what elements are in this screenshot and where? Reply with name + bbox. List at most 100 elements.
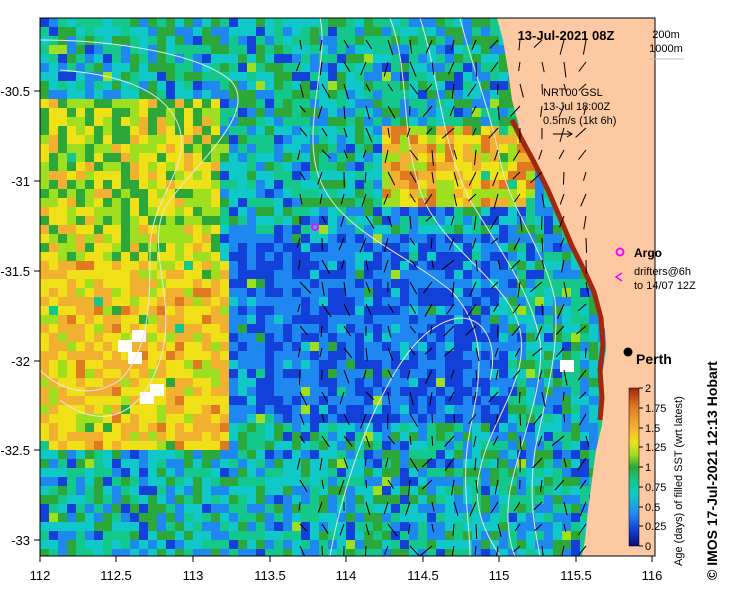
sst-age-cell	[130, 396, 139, 405]
sst-age-cell	[112, 36, 121, 45]
sst-age-cell	[337, 441, 346, 450]
current-vector	[450, 369, 455, 379]
sst-age-cell	[526, 342, 535, 351]
sst-age-cell	[373, 396, 382, 405]
current-vector	[425, 215, 433, 222]
sst-age-cell	[409, 486, 418, 495]
sst-age-cell	[346, 18, 355, 27]
sst-age-cell	[247, 45, 256, 54]
sst-age-cell	[418, 108, 427, 117]
sst-age-cell	[580, 324, 589, 333]
sst-age-cell	[346, 243, 355, 252]
sst-age-cell	[121, 45, 130, 54]
sst-age-cell	[121, 216, 130, 225]
sst-age-cell	[436, 378, 445, 387]
current-vector	[513, 193, 521, 203]
sst-age-cell	[463, 405, 472, 414]
sst-age-cell	[121, 189, 130, 198]
sst-age-cell	[310, 18, 319, 27]
sst-age-cell	[310, 414, 319, 423]
sst-age-cell	[220, 513, 229, 522]
sst-age-cell	[409, 144, 418, 153]
sst-age-cell	[166, 468, 175, 477]
current-vector	[533, 413, 543, 425]
sst-age-cell	[490, 180, 499, 189]
sst-age-cell	[319, 531, 328, 540]
sst-age-cell	[400, 126, 409, 135]
sst-age-cell	[463, 531, 472, 540]
x-tick-label: 112.5	[100, 568, 132, 583]
sst-age-cell	[418, 504, 427, 513]
sst-age-cell	[85, 360, 94, 369]
sst-age-cell	[319, 297, 328, 306]
sst-age-cell	[463, 153, 472, 162]
sst-age-cell	[328, 504, 337, 513]
sst-age-cell	[400, 225, 409, 234]
sst-age-cell	[58, 270, 67, 279]
sst-age-cell	[94, 189, 103, 198]
sst-age-cell	[337, 27, 346, 36]
sst-age-cell	[292, 306, 301, 315]
sst-age-cell	[346, 450, 355, 459]
sst-age-cell	[292, 351, 301, 360]
sst-age-cell	[337, 414, 346, 423]
current-vector	[431, 61, 435, 75]
sst-age-cell	[274, 342, 283, 351]
sst-age-cell	[490, 396, 499, 405]
sst-age-cell	[103, 297, 112, 306]
sst-age-cell	[76, 270, 85, 279]
sst-age-cell	[58, 45, 67, 54]
sst-age-cell	[193, 99, 202, 108]
sst-age-cell	[436, 270, 445, 279]
sst-age-cell	[193, 198, 202, 207]
current-vector	[365, 127, 373, 143]
sst-age-cell	[310, 315, 319, 324]
sst-age-cell	[373, 369, 382, 378]
sst-age-cell	[85, 171, 94, 180]
sst-age-cell	[391, 36, 400, 45]
sst-age-cell	[130, 450, 139, 459]
sst-age-cell	[94, 324, 103, 333]
sst-age-cell	[49, 522, 58, 531]
sst-age-cell	[238, 342, 247, 351]
city-label-perth: Perth	[636, 351, 672, 367]
sst-age-cell	[310, 207, 319, 216]
sst-age-cell	[454, 486, 463, 495]
sst-age-cell	[508, 162, 517, 171]
sst-age-cell	[517, 306, 526, 315]
current-vector	[497, 105, 500, 121]
sst-age-cell	[211, 216, 220, 225]
sst-age-cell	[121, 297, 130, 306]
sst-age-cell	[103, 99, 112, 108]
sst-age-cell	[256, 360, 265, 369]
sst-age-cell	[310, 270, 319, 279]
sst-age-cell	[220, 144, 229, 153]
sst-age-cell	[211, 432, 220, 441]
sst-age-cell	[229, 243, 238, 252]
sst-age-cell	[364, 90, 373, 99]
sst-age-cell	[121, 270, 130, 279]
sst-age-cell	[265, 81, 274, 90]
sst-age-cell	[247, 288, 256, 297]
sst-age-cell	[373, 198, 382, 207]
sst-age-cell	[256, 279, 265, 288]
sst-age-cell	[427, 351, 436, 360]
sst-age-cell	[166, 405, 175, 414]
sst-age-cell	[346, 189, 355, 198]
sst-age-cell	[400, 450, 409, 459]
sst-age-cell	[220, 486, 229, 495]
sst-age-cell	[436, 162, 445, 171]
y-tick-label: -33	[11, 533, 30, 548]
sst-age-cell	[310, 531, 319, 540]
sst-age-cell	[508, 441, 517, 450]
sst-age-cell	[121, 198, 130, 207]
sst-age-cell	[364, 504, 373, 513]
sst-age-cell	[526, 540, 535, 549]
current-vector	[343, 39, 349, 48]
sst-age-cell	[193, 234, 202, 243]
current-vector	[453, 501, 459, 516]
sst-age-cell	[85, 198, 94, 207]
sst-age-cell	[229, 36, 238, 45]
sst-age-cell	[463, 54, 472, 63]
sst-age-cell	[292, 342, 301, 351]
